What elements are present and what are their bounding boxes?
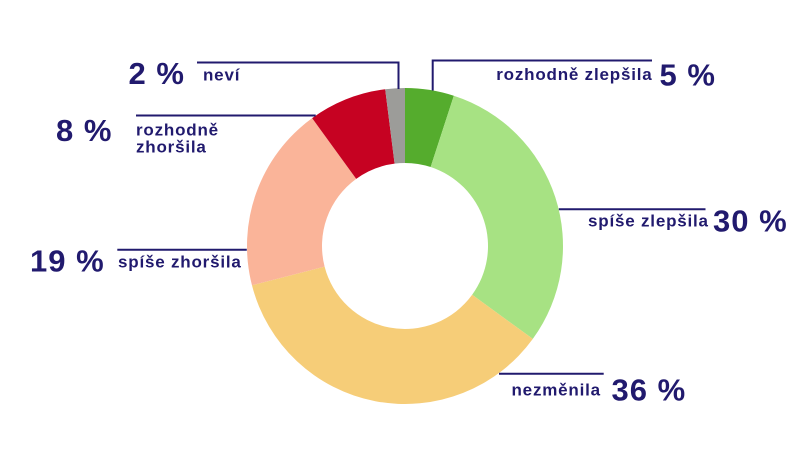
svg-text:zhoršila: zhoršila [136,138,207,157]
svg-text:spíše zlepšila: spíše zlepšila [588,212,709,231]
svg-text:8 %: 8 % [56,113,112,148]
svg-text:rozhodně zlepšila: rozhodně zlepšila [496,65,652,84]
svg-text:rozhodně: rozhodně [136,121,219,140]
svg-text:2 %: 2 % [129,56,185,91]
svg-text:30 %: 30 % [713,204,788,239]
svg-text:spíše zhoršila: spíše zhoršila [118,253,242,272]
svg-text:nezměnila: nezměnila [512,381,601,400]
svg-text:36 %: 36 % [612,373,687,408]
svg-text:5 %: 5 % [660,58,716,93]
svg-text:19 %: 19 % [30,244,105,279]
svg-text:neví: neví [203,66,241,85]
